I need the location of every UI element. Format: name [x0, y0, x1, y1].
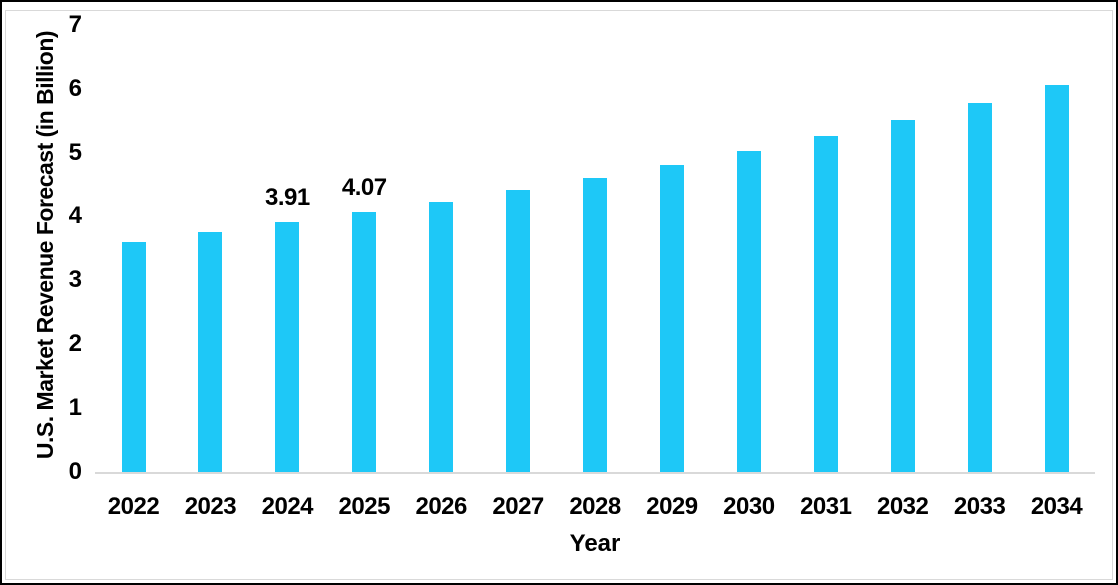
y-tick-label: 0 [68, 458, 82, 485]
x-tick-label: 2026 [415, 493, 467, 520]
bar-2024 [275, 222, 300, 472]
y-tick-label: 7 [68, 10, 82, 38]
y-tick-label: 4 [68, 202, 82, 230]
y-tick-label: 3 [68, 266, 82, 294]
x-tick-label: 2028 [569, 493, 621, 520]
bar-2033 [967, 103, 992, 472]
x-tick-label: 2032 [876, 493, 929, 520]
y-tick-label: 1 [68, 394, 82, 422]
x-axis-title: Year [569, 530, 621, 557]
x-tick-label: 2023 [184, 493, 237, 520]
bar-2032 [890, 119, 915, 472]
bar-2026 [429, 201, 454, 472]
bar-2023 [198, 231, 223, 472]
bar-2025 [352, 211, 377, 472]
x-tick-label: 2030 [723, 493, 775, 520]
bar-2034 [1044, 84, 1069, 472]
data-label-2024: 3.91 [264, 184, 310, 212]
bar-2022 [121, 241, 146, 472]
x-tick-label: 2022 [107, 493, 160, 520]
bar-2028 [583, 178, 608, 472]
x-axis-line [95, 472, 1095, 474]
x-tick-label: 2025 [338, 493, 391, 520]
bar-2027 [506, 190, 531, 472]
y-tick-label: 5 [68, 138, 82, 166]
x-tick-label: 2024 [261, 493, 314, 520]
data-label-2025: 4.07 [341, 173, 387, 201]
x-tick-label: 2033 [953, 493, 1006, 520]
bar-2029 [659, 165, 684, 472]
bar-2030 [736, 151, 761, 472]
y-tick-label: 2 [68, 330, 82, 358]
y-tick-label: 6 [68, 74, 82, 102]
x-tick-label: 2027 [492, 493, 544, 520]
x-tick-label: 2029 [646, 493, 698, 520]
bar-2031 [813, 135, 838, 472]
x-tick-label: 2034 [1030, 493, 1083, 520]
x-tick-label: 2031 [800, 493, 852, 520]
